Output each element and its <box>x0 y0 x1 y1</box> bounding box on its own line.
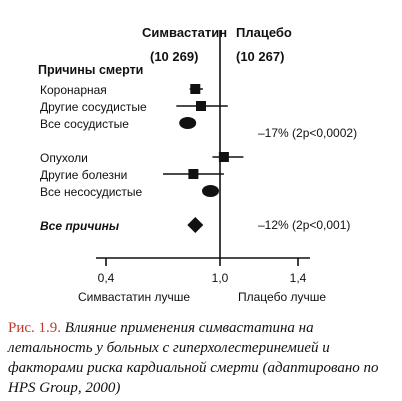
estimate-ellipse <box>202 185 219 197</box>
header-placebo-n: (10 267) <box>236 49 285 64</box>
axis-note-left: Симвастатин лучше <box>77 290 191 304</box>
tick-label: 0,4 <box>97 271 115 285</box>
row-label: Все сосудистые <box>40 117 129 131</box>
figure-caption-text: Влияние применения симвастатина на летал… <box>8 320 379 396</box>
estimate-square <box>218 152 229 162</box>
estimate-square <box>188 169 199 179</box>
header-simvastatin: Симвастатин <box>142 25 228 40</box>
section-title: Причины смерти <box>38 63 144 77</box>
estimate-ellipse <box>179 117 197 129</box>
estimate-square <box>190 84 201 94</box>
tick-label: 1,0 <box>211 271 229 285</box>
tick-label: 1,4 <box>289 271 307 285</box>
row-label: Коронарная <box>40 83 107 97</box>
figure-number: Рис. 1.9. <box>8 320 62 336</box>
annotation-all-causes: –12% (2р<0,001) <box>258 218 351 232</box>
forest-plot <box>96 30 310 266</box>
estimate-diamond <box>187 217 204 233</box>
annotation-vascular: –17% (2р<0,0002) <box>258 126 358 140</box>
axis-note-right: Плацебо лучше <box>237 290 327 304</box>
figure-caption: Рис. 1.9. Влияние применения симвастатин… <box>8 318 396 398</box>
header-placebo: Плацебо <box>236 25 292 40</box>
estimate-square <box>196 101 206 111</box>
row-label: Другие сосудистые <box>40 100 147 114</box>
row-label: Другие болезни <box>40 168 128 182</box>
header-simvastatin-n: (10 269) <box>150 49 199 64</box>
row-label: Все причины <box>40 219 120 233</box>
row-label: Опухоли <box>40 151 88 165</box>
row-label: Все несосудистые <box>40 185 143 199</box>
